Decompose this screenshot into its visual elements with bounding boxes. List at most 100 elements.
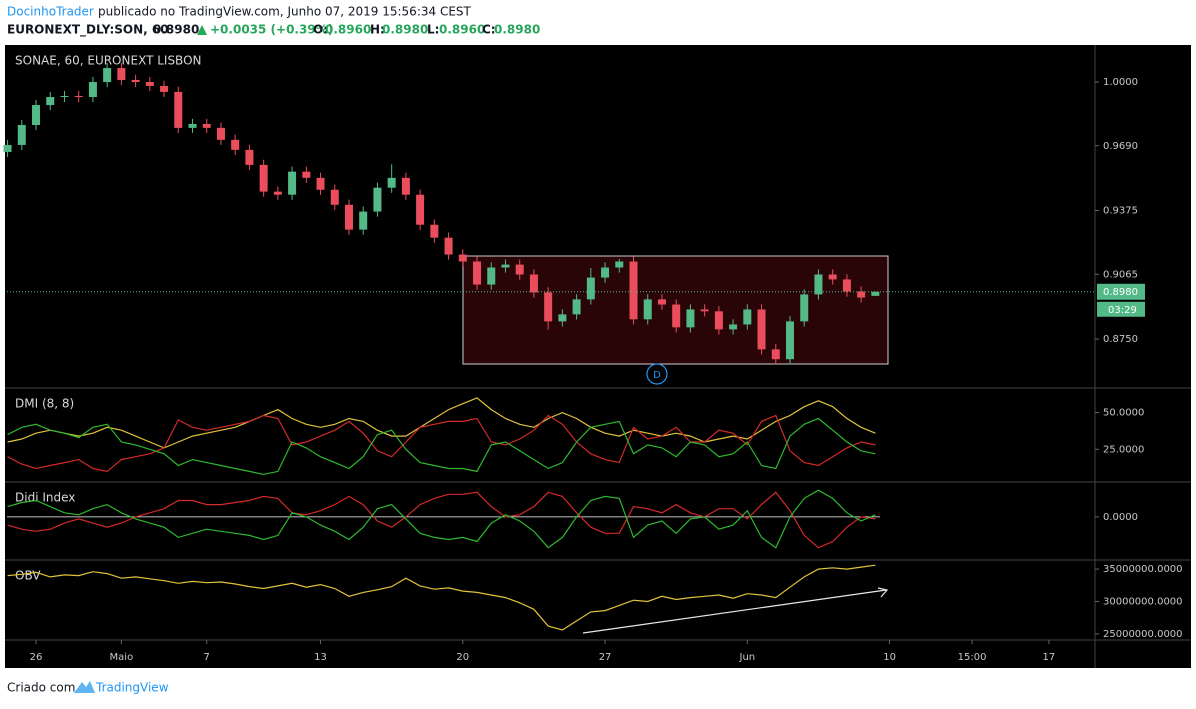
published-note: publicado no TradingView.com, Junho 07, … — [98, 5, 472, 19]
candle-body — [145, 82, 154, 86]
x-tick-label: 26 — [30, 652, 43, 663]
x-tick-label: 13 — [314, 652, 327, 663]
ohlc-label: O: — [313, 23, 328, 37]
candle-body — [88, 82, 97, 98]
x-tick-label: 20 — [456, 652, 469, 663]
candle-body — [216, 127, 225, 140]
dividend-marker[interactable] — [646, 363, 668, 385]
brand-logo[interactable] — [74, 681, 95, 693]
candle-body — [871, 291, 880, 296]
ohlc-label: L: — [427, 23, 439, 37]
candle-body — [416, 194, 425, 225]
y-tick-label: 0.9690 — [1103, 141, 1138, 152]
candle-body — [131, 79, 140, 83]
y-tick-label: 50.0000 — [1103, 408, 1144, 419]
y-tick-label: 0.9375 — [1103, 206, 1138, 217]
x-tick-label: 10 — [883, 652, 896, 663]
candle-body — [515, 264, 524, 275]
indicator-line — [7, 414, 876, 473]
ohlc-value: 0.8980 — [494, 23, 540, 37]
y-tick-label: 25.0000 — [1103, 444, 1144, 455]
candle-body — [700, 309, 709, 312]
indicator-line — [7, 491, 876, 549]
candle-body — [686, 309, 695, 328]
y-tick-label: 0.9065 — [1103, 269, 1138, 280]
candle-body — [32, 105, 41, 125]
change: +0.0035 (+0.39%) — [210, 23, 333, 37]
candle-body — [857, 291, 866, 298]
symbol: EURONEXT_DLY:SON, 60 — [7, 23, 169, 38]
candle-body — [302, 171, 311, 178]
dividend-marker-label[interactable]: D — [653, 370, 661, 381]
candle-body — [387, 177, 396, 188]
candle-body — [629, 261, 638, 320]
footer-text: Criado com — [7, 681, 75, 695]
price: 0.8980 — [153, 23, 199, 37]
brand[interactable]: TradingView — [95, 681, 169, 695]
candle-body — [771, 349, 780, 360]
candle-body — [729, 324, 738, 330]
countdown-tag — [1097, 301, 1145, 317]
candle-body — [757, 309, 766, 350]
candle-body — [330, 189, 339, 205]
candle-body — [202, 123, 211, 128]
candle-body — [643, 299, 652, 320]
candle-body — [316, 177, 325, 190]
candle-body — [3, 144, 12, 152]
candle-body — [373, 187, 382, 212]
candle-body — [359, 211, 368, 230]
candle-body — [430, 224, 439, 238]
trend-arrow-head — [877, 587, 889, 598]
up-arrow — [197, 25, 207, 35]
x-tick-label: 17 — [1043, 652, 1056, 663]
y-tick-label: 25000000.0000 — [1103, 629, 1183, 640]
pane-title: DMI (8, 8) — [15, 397, 74, 411]
candle-body — [46, 97, 55, 106]
candle-body — [814, 274, 823, 295]
indicator-line — [7, 417, 876, 476]
candle-body — [117, 68, 126, 80]
ohlc-value: 0.8960 — [439, 23, 485, 37]
candle-body — [17, 124, 26, 145]
candle-body — [601, 267, 610, 278]
candle-body — [458, 254, 467, 262]
x-tick-label: Maio — [110, 652, 134, 663]
ohlc-value: 0.8980 — [382, 23, 428, 37]
trend-arrow — [582, 589, 887, 634]
candle-body — [501, 264, 510, 268]
indicator-line — [7, 489, 876, 549]
candle-body — [344, 204, 353, 230]
x-tick-label: 7 — [204, 652, 210, 663]
candle-body — [800, 294, 809, 322]
candle-body — [231, 139, 240, 150]
candle-body — [714, 311, 723, 330]
candle-body — [401, 177, 410, 195]
x-tick-label: 27 — [599, 652, 612, 663]
candle-body — [74, 95, 83, 98]
candle-body — [174, 91, 183, 128]
ohlc-label: C: — [482, 23, 496, 37]
candle-body — [544, 292, 553, 322]
candle-body — [188, 123, 197, 128]
candle-body — [288, 171, 297, 195]
candle-body — [273, 191, 282, 195]
candle-body — [444, 237, 453, 255]
author[interactable]: DocinhoTrader — [7, 5, 94, 19]
candle-body — [785, 321, 794, 360]
pane-title: OBV — [15, 569, 41, 583]
candle-body — [160, 85, 169, 92]
candle-body — [473, 261, 482, 285]
candle-body — [842, 279, 851, 292]
candle-body — [259, 164, 268, 192]
last-price-label: 0.8980 — [1103, 287, 1138, 298]
x-tick-label: Jun — [739, 652, 756, 663]
candle-body — [529, 274, 538, 293]
candle-body — [743, 309, 752, 325]
ohlc-label: H: — [370, 23, 385, 37]
y-tick-label: 1.0000 — [1103, 77, 1138, 88]
candle-body — [657, 299, 666, 305]
candle-body — [487, 267, 496, 285]
candle-body — [586, 277, 595, 300]
